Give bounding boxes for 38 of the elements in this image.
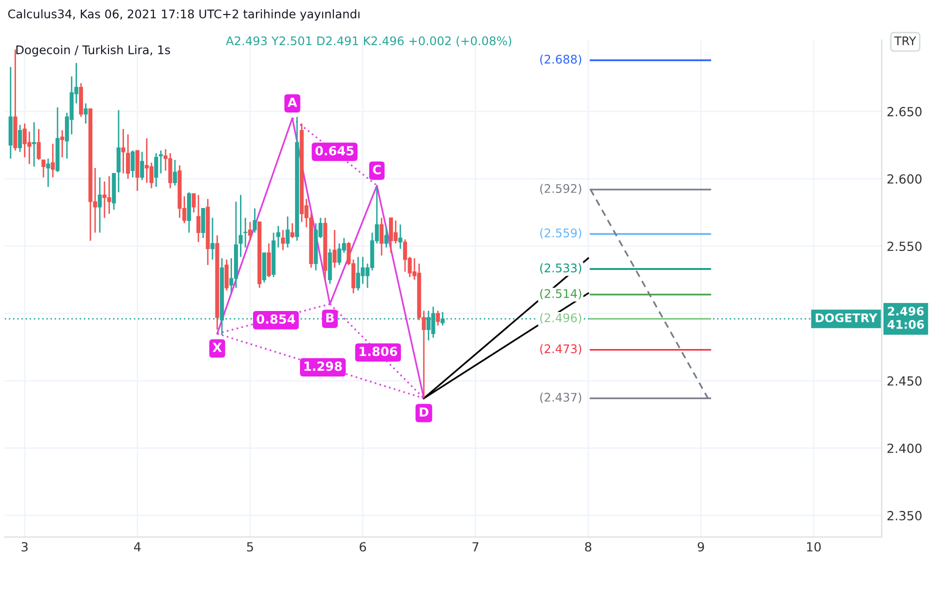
annotation: D bbox=[420, 407, 428, 417]
series-label: (2.496) bbox=[540, 313, 582, 324]
x-tick-label: 10 bbox=[807, 542, 821, 552]
x-tick-label: 9 bbox=[698, 542, 704, 552]
annotation: C bbox=[372, 164, 381, 174]
series-label: (2.473) bbox=[540, 344, 582, 355]
y-tick-label: 2.450 bbox=[887, 376, 922, 386]
text: TRY bbox=[894, 36, 916, 46]
text: 41:06 bbox=[888, 320, 924, 329]
ref-line-label: DOGETRY bbox=[816, 313, 878, 322]
y-tick-label: 2.350 bbox=[887, 510, 922, 520]
series-label: (2.533) bbox=[540, 263, 582, 274]
series-label: (2.592) bbox=[540, 184, 582, 194]
y-tick-label: 2.550 bbox=[887, 242, 922, 252]
y-tick-label: 2.600 bbox=[887, 174, 922, 184]
annotation: 0.645 bbox=[315, 146, 354, 156]
x-tick-label: 3 bbox=[22, 542, 28, 552]
x-tick-label: 7 bbox=[472, 542, 478, 552]
chart-title: Dogecoin / Turkish Lira, 1s bbox=[16, 45, 170, 57]
x-tick-label: 8 bbox=[585, 542, 592, 552]
annotation: 1.298 bbox=[304, 361, 342, 371]
series-label: (2.559) bbox=[540, 228, 582, 239]
annotation: B bbox=[326, 313, 334, 322]
x-tick-label: 6 bbox=[360, 542, 366, 552]
annotation: A bbox=[288, 98, 298, 107]
series-label: (2.437) bbox=[540, 392, 582, 404]
y-tick-label: 2.650 bbox=[887, 106, 922, 116]
annotation: 1.806 bbox=[360, 346, 398, 356]
annotation: X bbox=[212, 342, 222, 352]
series-label: (2.514) bbox=[540, 288, 582, 300]
text: Calculus34, Kas 06, 2021 17:18 UTC+2 tarihinde yayınlandı bbox=[8, 9, 360, 21]
annotation: 0.854 bbox=[256, 314, 296, 324]
y-tick-label: 2.400 bbox=[887, 444, 922, 454]
chart-subtitle: A2.493 Y2.501 D2.491 K2.496 +0.002 (+0.08%) bbox=[226, 36, 512, 47]
text: 2.496 bbox=[888, 306, 924, 316]
x-tick-label: 5 bbox=[247, 542, 253, 552]
x-tick-label: 4 bbox=[134, 542, 141, 552]
series-label: (2.688) bbox=[540, 54, 582, 66]
